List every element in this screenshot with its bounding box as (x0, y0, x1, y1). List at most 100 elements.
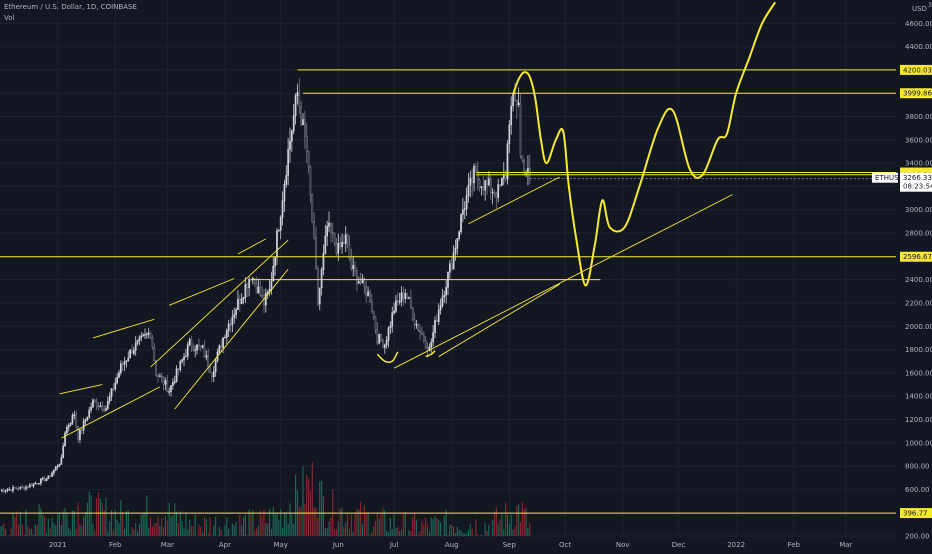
volume-bar (273, 507, 274, 536)
y-axis-tick-label: 200.00 (905, 533, 930, 541)
candle-body (373, 311, 374, 317)
volume-bar (94, 530, 95, 536)
volume-bar (135, 523, 136, 536)
candle-body (416, 324, 417, 325)
candle-body (7, 490, 8, 491)
candle-body (63, 446, 64, 458)
candle-body (340, 243, 341, 247)
candle-body (485, 181, 486, 190)
candle-body (323, 253, 324, 270)
volume-bar (334, 529, 335, 536)
y-axis-tick-label: 3400.00 (905, 160, 932, 168)
candle-body (511, 106, 512, 125)
candle-body (381, 334, 382, 340)
volume-bar (496, 507, 497, 536)
volume-bar (421, 521, 422, 536)
candle-body (479, 180, 480, 188)
candle-body (494, 192, 495, 194)
volume-bar (278, 520, 279, 536)
volume-bar (481, 535, 482, 536)
volume-bar (124, 529, 125, 536)
volume-bar (529, 523, 530, 536)
x-axis-tick-label: Aug (445, 541, 459, 549)
volume-bar (459, 530, 460, 536)
volume-bar (518, 505, 519, 536)
y-axis-tick-label: 1800.00 (905, 346, 932, 354)
volume-bar (31, 529, 32, 536)
volume-bar (126, 511, 127, 536)
candle-body (509, 125, 510, 144)
volume-bar (401, 530, 402, 536)
candle-body (501, 178, 502, 186)
candle-body (100, 406, 101, 407)
candle-body (170, 385, 171, 391)
candle-body (249, 279, 250, 288)
volume-bar (27, 526, 28, 536)
volume-bar (159, 526, 160, 536)
candle-body (211, 373, 212, 377)
candle-body (514, 94, 515, 100)
volume-bar (20, 512, 21, 536)
candle-body (156, 361, 157, 376)
volume-bar (371, 532, 372, 536)
candle-body (308, 152, 309, 167)
candle-body (289, 141, 290, 149)
volume-bar (453, 527, 454, 536)
candle-body (423, 335, 424, 341)
volume-bar (494, 512, 495, 536)
candle-body (451, 264, 452, 269)
volume-bar (373, 526, 374, 536)
candle-body (148, 333, 149, 334)
volume-bar (3, 523, 4, 536)
candle-body (392, 313, 393, 326)
candle-body (57, 466, 58, 467)
volume-bar (275, 514, 276, 536)
candle-body (453, 253, 454, 269)
candle-body (126, 361, 127, 362)
candle-body (440, 306, 441, 310)
volume-bar (410, 531, 411, 536)
candle-body (325, 236, 326, 253)
volume-bar (210, 518, 211, 536)
candle-body (433, 333, 434, 342)
candle-body (271, 281, 272, 289)
volume-bar (470, 524, 471, 536)
volume-bar (167, 520, 168, 536)
candle-body (221, 346, 222, 348)
candle-body (444, 295, 445, 297)
volume-bar (137, 532, 138, 536)
candle-body (113, 389, 114, 390)
candle-body (527, 168, 528, 172)
volume-bar (312, 462, 313, 536)
volume-bar (427, 524, 428, 536)
volume-bar (475, 519, 476, 536)
volume-bar (468, 530, 469, 536)
candle-body (193, 347, 194, 350)
candle-body (312, 195, 313, 222)
candle-body (394, 311, 395, 313)
candle-body (215, 361, 216, 372)
volume-bar (381, 513, 382, 536)
candle-body (224, 337, 225, 338)
candle-body (18, 489, 19, 490)
candle-body (191, 339, 192, 347)
y-axis-tick-label: 3800.00 (905, 113, 932, 121)
volume-bar (191, 526, 192, 536)
volume-bar (513, 529, 514, 536)
candle-body (483, 187, 484, 190)
candle-body (505, 175, 506, 179)
volume-bar (198, 525, 199, 536)
candle-body (317, 268, 318, 304)
volume-bar (503, 530, 504, 536)
candle-body (524, 160, 525, 173)
volume-bar (286, 513, 287, 536)
volume-bar (304, 504, 305, 536)
x-axis-tick-label: Feb (788, 541, 801, 549)
volume-bar (38, 504, 39, 536)
candle-body (427, 347, 428, 350)
price-level-tag-label: 2596.67 (903, 253, 932, 261)
candle-body (38, 483, 39, 484)
